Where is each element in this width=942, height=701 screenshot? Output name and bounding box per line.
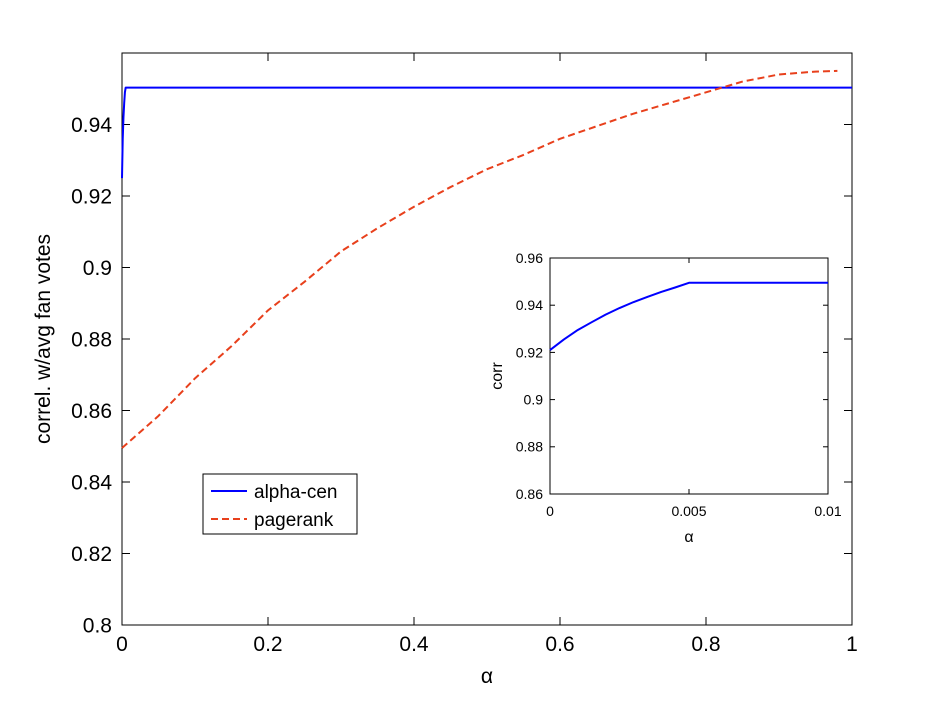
inset-x-tick-label: 0.005 xyxy=(671,503,706,519)
main-x-tick-label: 0 xyxy=(116,633,128,656)
inset-plot-frame xyxy=(549,257,829,495)
legend-label-alpha-cen: alpha-cen xyxy=(254,482,337,503)
main-y-tick-label: 0.94 xyxy=(71,114,112,137)
main-y-tick-label: 0.84 xyxy=(71,471,112,494)
inset-y-axis-title: corr xyxy=(489,362,506,390)
inset-axes: 0 0.005 0.01 0.86 0.88 0.9 0.92 0.94 0.96 α corr xyxy=(489,250,842,546)
main-x-tick-label: 0.4 xyxy=(399,633,429,656)
inset-y-tick-label: 0.86 xyxy=(516,486,543,502)
main-y-axis-title: correl. w/avg fan votes xyxy=(32,234,55,444)
main-x-tick-label: 1 xyxy=(846,633,858,656)
main-x-tick-label: 0.6 xyxy=(545,633,574,656)
legend-box xyxy=(202,473,358,535)
main-y-tick-label: 0.86 xyxy=(71,400,112,423)
main-x-tick-label: 0.2 xyxy=(253,633,282,656)
legend-label-pagerank: pagerank xyxy=(254,510,334,531)
main-y-tick-label: 0.88 xyxy=(71,328,112,351)
main-y-tick-label: 0.9 xyxy=(83,257,112,280)
inset-series-line-0 xyxy=(549,281,828,351)
main-y-tick-label: 0.82 xyxy=(71,543,112,566)
main-x-tick-label: 0.8 xyxy=(691,633,720,656)
main-series-line-alpha-cen xyxy=(121,86,852,179)
main-series-line-pagerank xyxy=(121,69,838,449)
main-y-tick-label: 0.92 xyxy=(71,185,112,208)
inset-x-tick-label: 0.01 xyxy=(814,503,841,519)
legend: alpha-cen pagerank xyxy=(202,473,358,535)
inset-y-tick-label: 0.94 xyxy=(516,297,543,313)
main-x-axis-title: α xyxy=(481,665,493,688)
inset-x-tick-label: 0 xyxy=(546,503,554,519)
inset-y-tick-label: 0.9 xyxy=(524,392,544,408)
inset-y-tick-label: 0.96 xyxy=(516,250,543,266)
inset-y-tick-label: 0.88 xyxy=(516,439,543,455)
main-y-tick-label: 0.8 xyxy=(83,614,112,637)
inset-y-tick-label: 0.92 xyxy=(516,344,543,360)
inset-x-axis-title: α xyxy=(684,529,693,546)
